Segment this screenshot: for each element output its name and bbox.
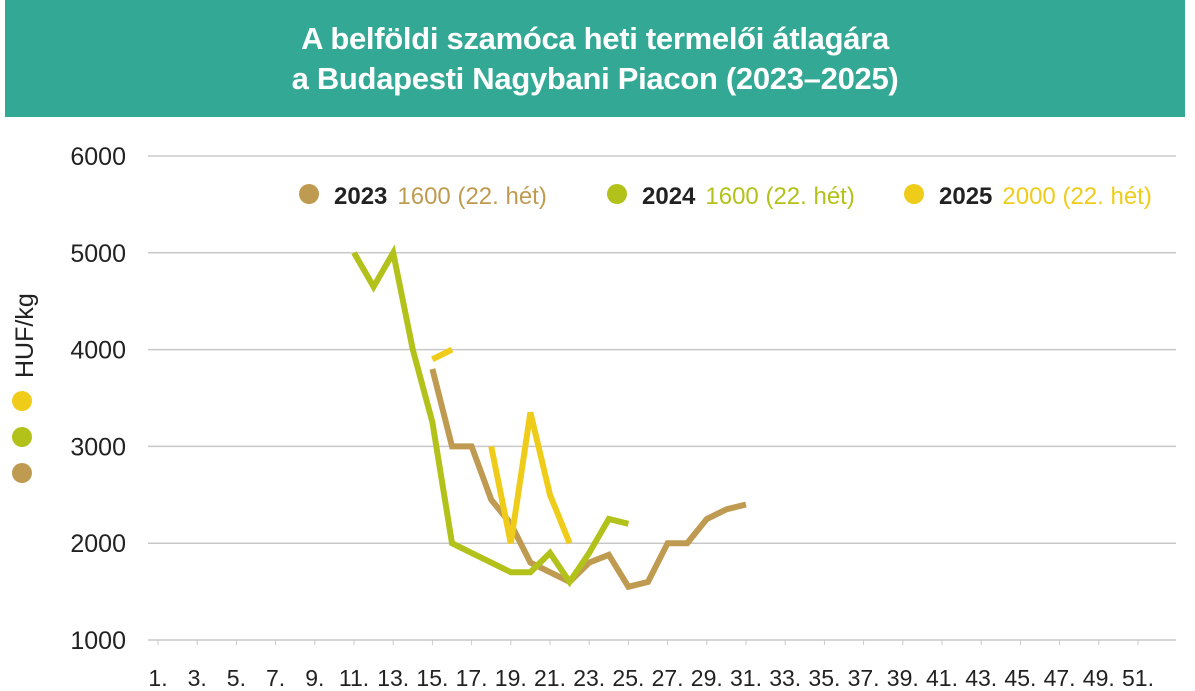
x-tick-label: 25. bbox=[612, 665, 644, 691]
x-tick-label: 19. bbox=[495, 665, 527, 691]
x-tick-label: 29. bbox=[691, 665, 723, 691]
x-tick-label: 43. bbox=[965, 665, 997, 691]
y-axis-label-group: HUF/kg bbox=[11, 293, 39, 483]
x-tick-label: 35. bbox=[808, 665, 840, 691]
x-tick-label: 41. bbox=[926, 665, 958, 691]
x-tick-label: 31. bbox=[730, 665, 762, 691]
grid-lines bbox=[148, 155, 1176, 641]
x-axis-ticks: 1. 3. 5. 7. 9. 11. 13. 15. 17. 19. 21. 23. 25. 27. 29.… bbox=[148, 640, 1154, 691]
legend-year-2025: 2025 bbox=[939, 183, 992, 210]
x-tick-label: 15. bbox=[416, 665, 448, 691]
x-tick-label: 13. bbox=[377, 665, 409, 691]
x-tick-label: 47. bbox=[1044, 665, 1076, 691]
x-tick-label: 49. bbox=[1083, 665, 1115, 691]
x-tick-label: 27. bbox=[652, 665, 684, 691]
y-tick-label: 3000 bbox=[70, 433, 126, 461]
ylabel-swatch-2025 bbox=[12, 391, 32, 411]
x-tick-label: 3. bbox=[188, 665, 207, 691]
x-tick-label: 45. bbox=[1004, 665, 1036, 691]
ylabel-swatch-2024 bbox=[12, 427, 32, 447]
series-line-2025 bbox=[431, 346, 573, 545]
ylabel-swatch-2023 bbox=[12, 463, 32, 483]
y-tick-label: 2000 bbox=[70, 530, 126, 558]
series-line-2023 bbox=[429, 368, 747, 591]
legend-swatch-2025 bbox=[904, 184, 924, 204]
legend-value-2023: 1600 (22. hét) bbox=[397, 183, 546, 210]
y-axis-ticks: 1000 2000 3000 4000 5000 6000 bbox=[70, 143, 126, 655]
legend-value-2024: 1600 (22. hét) bbox=[705, 183, 854, 210]
y-tick-label: 5000 bbox=[70, 240, 126, 268]
x-tick-label: 21. bbox=[534, 665, 566, 691]
x-tick-label: 37. bbox=[848, 665, 880, 691]
x-tick-label: 39. bbox=[887, 665, 919, 691]
x-tick-label: 51. bbox=[1122, 665, 1154, 691]
legend-year-2024: 2024 bbox=[642, 183, 696, 210]
chart-subtitle: a Budapesti Nagybani Piacon (2023–2025) bbox=[291, 60, 899, 96]
legend: 2023 1600 (22. hét) 2024 1600 (22. hét) 2025… bbox=[299, 183, 1152, 210]
y-axis-label: HUF/kg bbox=[11, 293, 39, 378]
y-tick-label: 4000 bbox=[70, 337, 126, 365]
x-tick-label: 5. bbox=[227, 665, 246, 691]
chart-title: A belföldi szamóca heti termelői átlagár… bbox=[301, 20, 889, 56]
y-tick-label: 6000 bbox=[70, 143, 126, 171]
x-tick-label: 33. bbox=[769, 665, 801, 691]
x-tick-label: 9. bbox=[305, 665, 324, 691]
series-line-2024 bbox=[351, 244, 630, 588]
x-tick-label: 17. bbox=[456, 665, 488, 691]
x-tick-label: 1. bbox=[148, 665, 167, 691]
x-tick-label: 7. bbox=[266, 665, 285, 691]
title-banner: A belföldi szamóca heti termelői átlagár… bbox=[5, 0, 1185, 117]
series-lines bbox=[351, 244, 747, 591]
legend-value-2025: 2000 (22. hét) bbox=[1002, 183, 1151, 210]
legend-swatch-2023 bbox=[299, 184, 319, 204]
y-tick-label: 1000 bbox=[70, 627, 126, 655]
legend-year-2023: 2023 bbox=[334, 183, 387, 210]
legend-swatch-2024 bbox=[607, 184, 627, 204]
x-tick-label: 11. bbox=[339, 665, 369, 691]
x-tick-label: 23. bbox=[573, 665, 605, 691]
